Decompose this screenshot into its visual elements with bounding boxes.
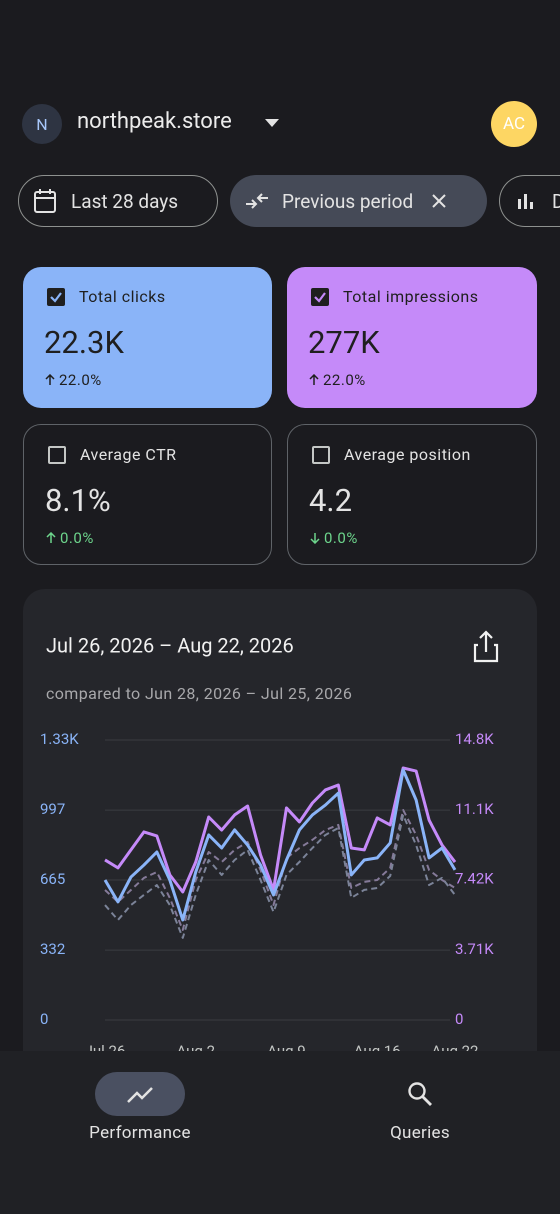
metric-change: 22.0% [45,371,102,389]
chip-label: D [552,190,560,213]
checkbox[interactable] [48,446,66,464]
change-text: 0.0% [60,529,94,547]
y2-tick-label: 3.71K [455,940,494,958]
metric-card[interactable]: Average position 4.2 0.0% [287,424,537,565]
compare-chip[interactable]: Previous period [230,175,487,227]
y2-tick-label: 0 [455,1010,463,1028]
y-tick-label: 1.33K [40,730,79,748]
metric-value: 277K [308,324,380,361]
metric-value: 4.2 [309,482,353,519]
metric-value: 22.3K [44,324,124,361]
search-icon[interactable] [406,1080,434,1108]
chart-subtitle: compared to Jun 28, 2026 – Jul 25, 2026 [46,684,352,703]
checkbox[interactable] [47,288,65,306]
chart-title: Jul 26, 2026 – Aug 22, 2026 [46,633,294,657]
y-tick-label: 332 [40,940,65,958]
bar-icon [518,194,533,209]
up-arrow [46,532,56,543]
y-tick-label: 0 [40,1010,48,1028]
down-arrow [310,533,320,544]
dropdown-caret[interactable] [264,118,280,128]
metric-card[interactable]: Total clicks 22.3K 22.0% [23,267,272,408]
type-chip[interactable]: D [499,175,560,227]
y2-tick-label: 11.1K [455,800,494,818]
metric-change: 0.0% [310,529,358,547]
share-icon[interactable] [473,630,499,663]
chip-label: Last 28 days [71,189,179,213]
series-line [104,809,456,931]
metric-label: Total clicks [79,287,166,306]
account-avatar[interactable]: AC [491,101,537,147]
y-tick-label: 665 [40,870,65,888]
calendar-icon [34,189,56,213]
metric-change: 0.0% [46,529,94,547]
metric-change: 22.0% [309,371,366,389]
compare-icon [246,193,268,209]
site-avatar[interactable]: N [22,104,62,144]
metric-label: Average position [344,445,471,464]
change-text: 0.0% [324,529,358,547]
site-name[interactable]: northpeak.store [77,109,232,134]
y2-tick-label: 14.8K [455,730,494,748]
nav-indicator[interactable] [95,1072,185,1116]
checkbox[interactable] [312,446,330,464]
nav-label[interactable]: Queries [390,1123,450,1143]
checkbox[interactable] [311,288,329,306]
series-line [104,766,457,894]
close-icon[interactable] [431,193,447,209]
metric-label: Average CTR [80,445,177,464]
y2-tick-label: 7.42K [455,870,494,888]
change-text: 22.0% [59,371,102,389]
nav-label[interactable]: Performance [89,1123,191,1143]
metric-card[interactable]: Total impressions 277K 22.0% [287,267,537,408]
series-line [104,813,456,939]
up-arrow [45,374,55,385]
change-text: 22.0% [323,371,366,389]
up-arrow [309,374,319,385]
metric-label: Total impressions [343,287,479,306]
bottom-nav: Performance Queries [0,1051,560,1214]
series-line [103,768,457,922]
metric-value: 8.1% [45,482,111,519]
y-tick-label: 997 [40,800,65,818]
trend-icon [127,1087,153,1103]
chip-label: Previous period [282,189,414,213]
date-chip[interactable]: Last 28 days [18,175,218,227]
metric-card[interactable]: Average CTR 8.1% 0.0% [23,424,272,565]
